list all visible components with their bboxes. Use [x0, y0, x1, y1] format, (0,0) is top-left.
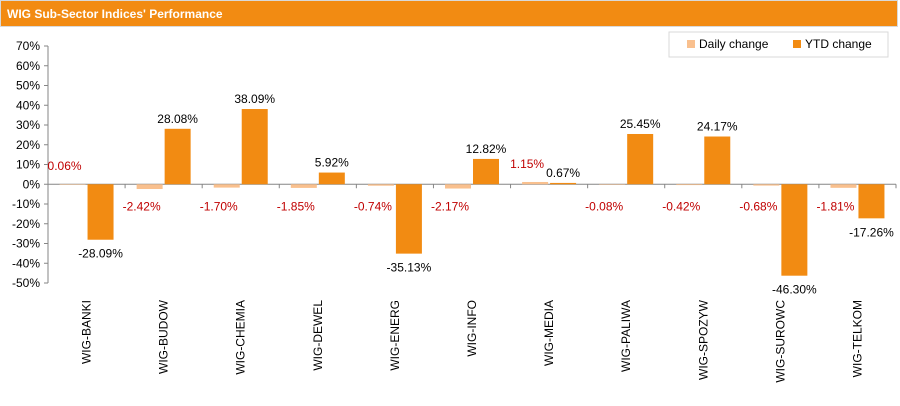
daily-change-bar	[290, 184, 317, 188]
category-label: WIG-TELKOM	[850, 300, 864, 377]
ytd-change-bar	[164, 128, 191, 185]
legend-swatch-daily	[687, 40, 695, 48]
y-tick-label: -50%	[12, 276, 40, 290]
category-label: WIG-CHEMIA	[234, 300, 248, 375]
ytd-change-bar	[318, 172, 345, 185]
y-tick-label: -40%	[12, 256, 40, 270]
daily-change-label: -1.85%	[277, 199, 315, 213]
ytd-change-label: 5.92%	[315, 156, 349, 170]
category-label: WIG-PALIWA	[619, 300, 633, 372]
daily-change-bar	[676, 184, 703, 186]
ytd-change-label: 24.17%	[697, 120, 738, 134]
ytd-change-label: 0.67%	[546, 166, 580, 180]
legend-swatch-ytd	[793, 40, 801, 48]
category-label: WIG-ENERG	[388, 300, 402, 371]
daily-change-label: -0.68%	[739, 199, 777, 213]
daily-change-label: -0.08%	[585, 199, 623, 213]
y-tick-label: -30%	[12, 237, 40, 251]
daily-change-label: 1.15%	[510, 157, 544, 171]
daily-change-bar	[367, 184, 394, 186]
daily-change-bar	[522, 181, 549, 185]
ytd-change-label: 28.08%	[157, 112, 198, 126]
daily-change-bar	[753, 184, 780, 186]
ytd-change-bar	[627, 133, 654, 185]
ytd-change-bar	[87, 184, 114, 240]
chart-title: WIG Sub-Sector Indices' Performance	[7, 7, 223, 21]
category-label: WIG-SPOZYW	[696, 299, 710, 380]
daily-change-label: -2.17%	[431, 199, 469, 213]
ytd-change-bar	[550, 182, 577, 185]
ytd-change-bar	[704, 136, 731, 185]
daily-change-label: -1.81%	[816, 199, 854, 213]
y-tick-label: 50%	[16, 79, 40, 93]
daily-change-bar	[136, 184, 163, 190]
y-tick-label: 30%	[16, 118, 40, 132]
daily-change-label: 0.06%	[48, 159, 82, 173]
category-label: WIG-INFO	[465, 300, 479, 357]
legend-box	[668, 31, 889, 58]
legend-label-ytd: YTD change	[805, 37, 872, 51]
y-tick-label: 0%	[23, 177, 41, 191]
category-label: WIG-MEDIA	[542, 300, 556, 366]
daily-change-bar	[599, 184, 626, 185]
daily-change-label: -0.42%	[662, 199, 700, 213]
y-tick-label: 10%	[16, 158, 40, 172]
category-label: WIG-BUDOW	[157, 299, 171, 374]
daily-change-label: -2.42%	[123, 199, 161, 213]
ytd-change-label: -17.26%	[849, 225, 894, 239]
daily-change-bar	[445, 184, 471, 189]
daily-change-bar	[59, 184, 86, 185]
y-tick-label: 60%	[16, 59, 40, 73]
legend-label-daily: Daily change	[699, 37, 769, 51]
y-tick-label: 20%	[16, 138, 40, 152]
category-label: WIG-SUROWC	[773, 300, 787, 383]
daily-change-label: -1.70%	[200, 199, 238, 213]
ytd-change-bar	[858, 184, 885, 219]
ytd-change-label: -35.13%	[387, 261, 432, 275]
category-label: WIG-BANKI	[80, 300, 94, 364]
y-tick-label: -10%	[12, 197, 40, 211]
ytd-change-bar	[473, 158, 499, 185]
daily-change-label: -0.74%	[354, 199, 392, 213]
ytd-change-label: -28.09%	[78, 247, 123, 261]
ytd-change-bar	[781, 184, 808, 276]
ytd-change-label: 12.82%	[466, 142, 507, 156]
ytd-change-label: -46.30%	[772, 283, 817, 297]
ytd-change-bar	[395, 184, 422, 254]
y-tick-label: -20%	[12, 217, 40, 231]
category-label: WIG-DEWEL	[311, 300, 325, 371]
y-tick-label: 70%	[16, 39, 40, 53]
ytd-change-bar	[241, 109, 268, 185]
daily-change-bar	[213, 184, 240, 188]
chart-header: WIG Sub-Sector Indices' Performance	[0, 0, 898, 27]
ytd-change-label: 38.09%	[234, 92, 275, 106]
daily-change-bar	[830, 184, 857, 188]
y-tick-label: 40%	[16, 98, 40, 112]
ytd-change-label: 25.45%	[620, 117, 661, 131]
